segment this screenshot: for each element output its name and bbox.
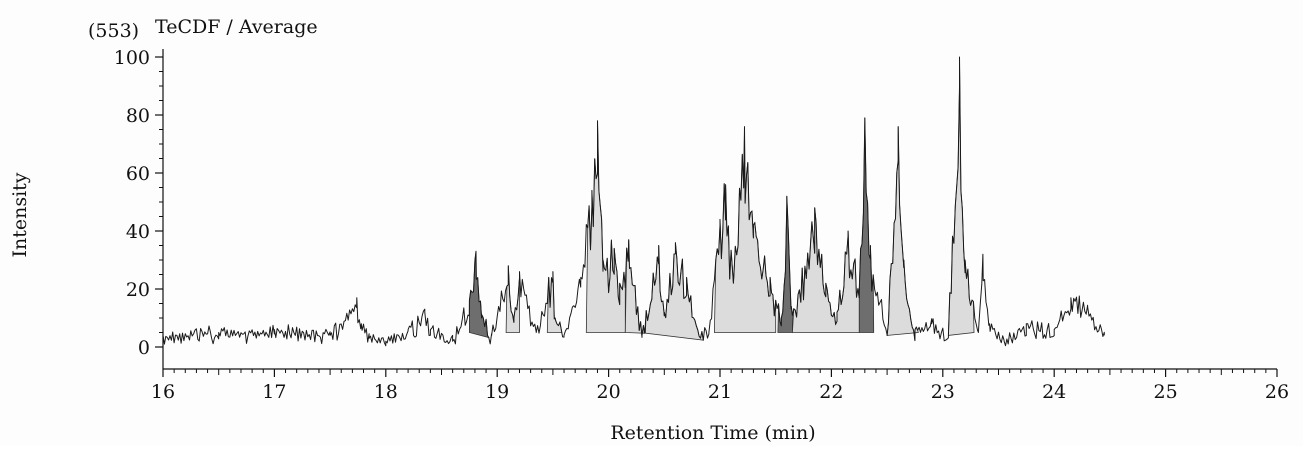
x-tick-label-26: 26 [1265, 381, 1289, 403]
x-axis-title: Retention Time (min) [610, 422, 815, 444]
x-tick-label-24: 24 [1042, 381, 1066, 403]
axes: 16 17 18 19 20 21 22 23 24 25 26 0 20 40 60 80 100 [114, 47, 1289, 403]
y-tick-label-60: 60 [126, 163, 150, 185]
x-tick-label-22: 22 [819, 381, 843, 403]
y-tick-label-80: 80 [126, 105, 150, 127]
x-tick-label-20: 20 [597, 381, 621, 403]
mass-label: (553) [88, 20, 139, 42]
x-tick-label-18: 18 [374, 381, 398, 403]
y-axis-title: Intensity [9, 172, 31, 257]
x-tick-label-25: 25 [1154, 381, 1178, 403]
integrated-peak-areas [469, 56, 975, 341]
x-tick-label-16: 16 [151, 381, 175, 403]
chromatogram-trace [162, 56, 1105, 347]
peak-area-11 [886, 126, 919, 341]
peak-area-10 [858, 117, 875, 333]
series-line [162, 56, 1105, 347]
x-tick-label-21: 21 [708, 381, 732, 403]
y-tick-label-40: 40 [126, 221, 150, 243]
y-tick-label-100: 100 [114, 47, 150, 69]
chart-title: TeCDF / Average [155, 16, 318, 38]
y-tick-label-20: 20 [126, 279, 150, 301]
x-tick-label-23: 23 [931, 381, 955, 403]
x-tick-label-17: 17 [262, 381, 286, 403]
x-tick-label-19: 19 [485, 381, 509, 403]
y-tick-label-0: 0 [138, 337, 150, 359]
